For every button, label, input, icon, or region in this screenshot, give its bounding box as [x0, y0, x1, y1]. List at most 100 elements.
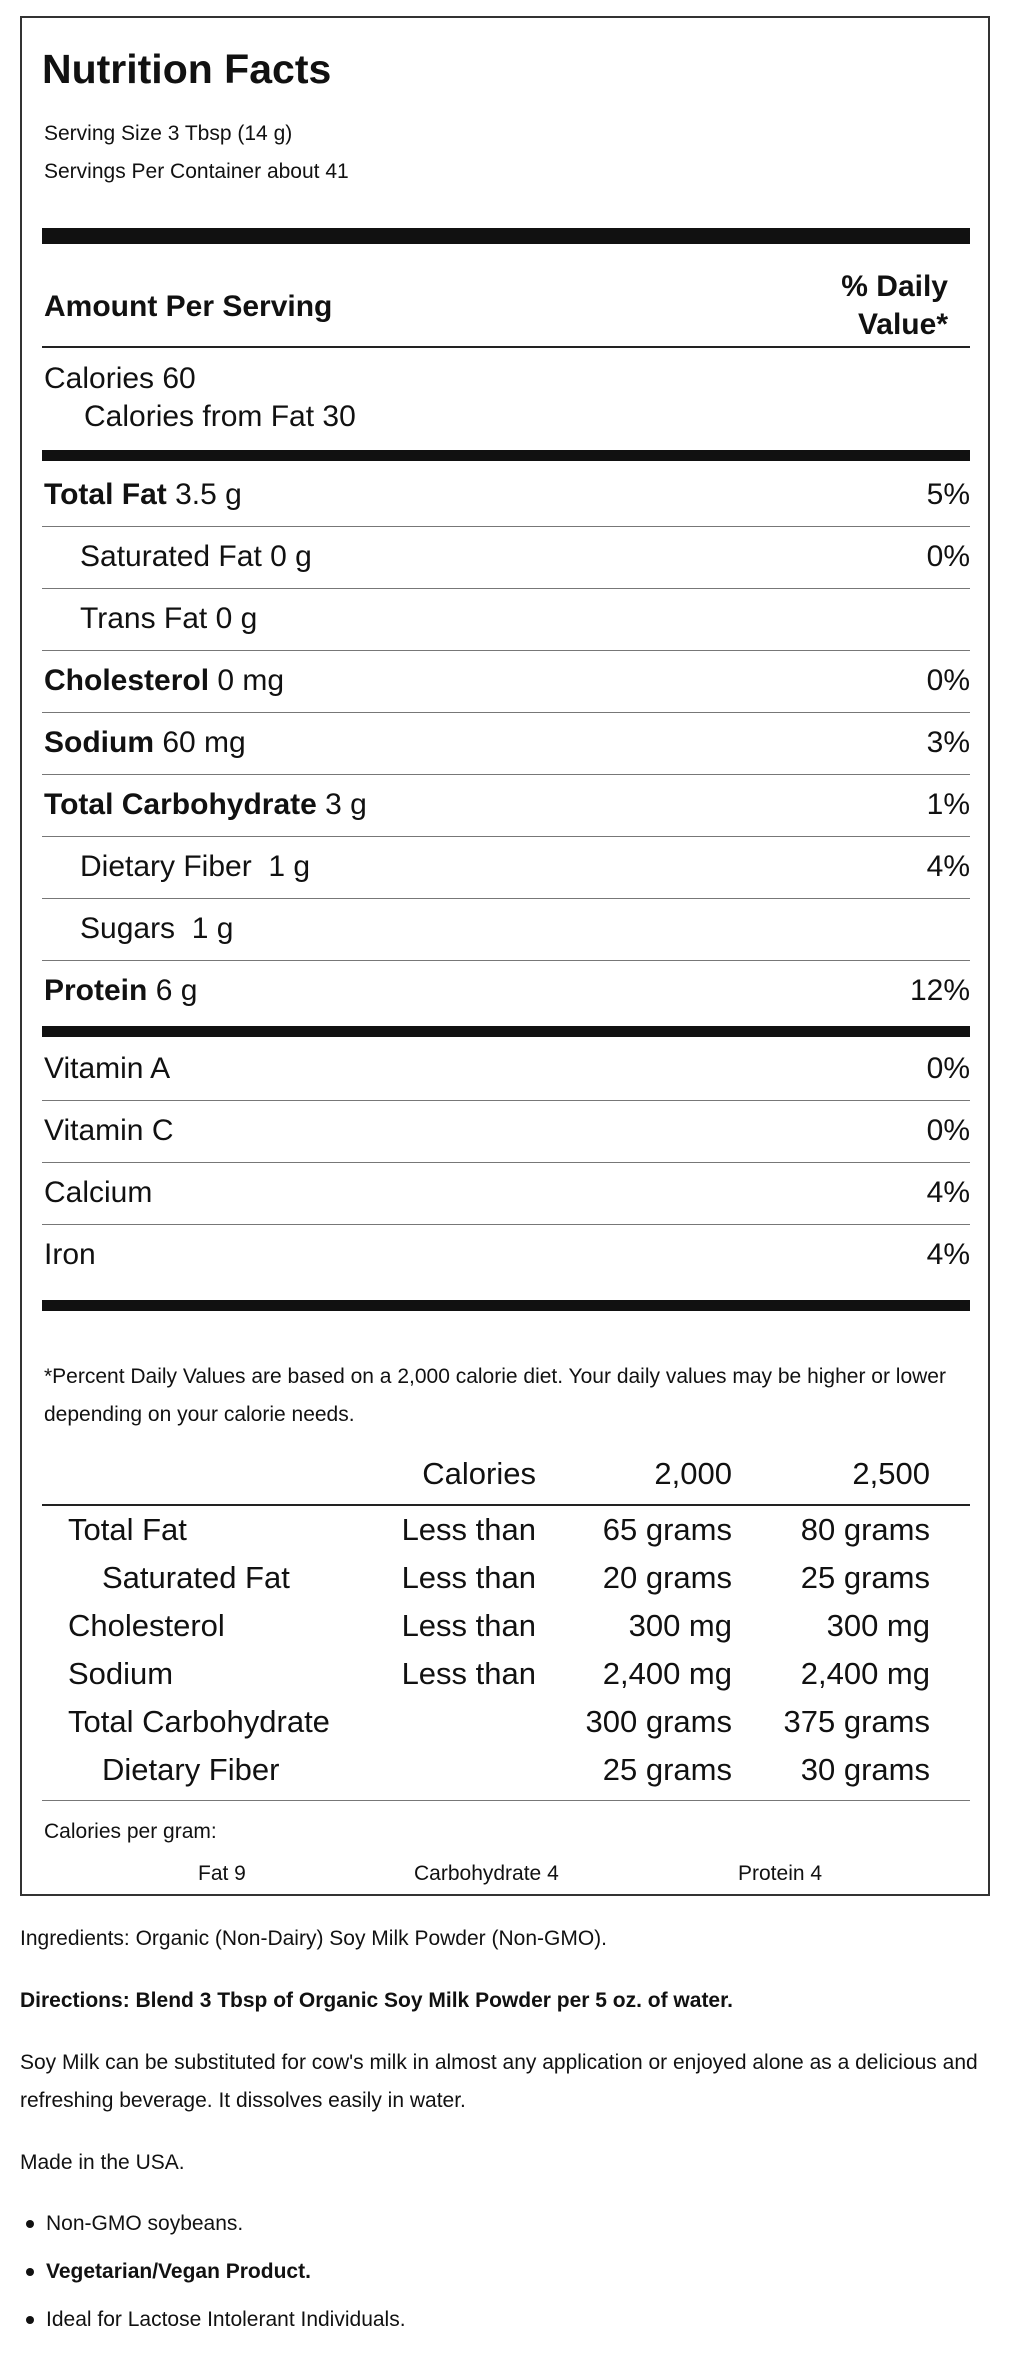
- divider: [42, 346, 970, 348]
- vitamin-row-c: Vitamin C 0%: [42, 1102, 970, 1162]
- table-cell: Cholesterol: [68, 1608, 225, 1643]
- thick-divider: [42, 228, 970, 244]
- nutrient-name: Total Carbohydrate: [44, 788, 317, 821]
- nutrient-pct: 1%: [926, 788, 970, 821]
- nutrient-name: Sodium: [44, 726, 154, 759]
- divider: [42, 1162, 970, 1163]
- table-cell: Total Fat: [68, 1512, 187, 1547]
- nutrient-row-trans-fat: Trans Fat 0 g: [42, 590, 970, 650]
- table-cell: Less than: [401, 1656, 536, 1691]
- nutrient-pct: 3%: [926, 726, 970, 759]
- nutrient-amount: 6 g: [155, 974, 198, 1007]
- divider: [42, 1100, 970, 1101]
- nutrient-amount: 3.5 g: [175, 478, 242, 511]
- directions-text: Directions: Blend 3 Tbsp of Organic Soy …: [20, 1989, 733, 2012]
- nutrient-amount: 3 g: [325, 788, 367, 821]
- nutrient-name: Saturated Fat 0 g: [80, 540, 312, 573]
- vitamin-pct: 0%: [926, 1114, 970, 1147]
- origin-text: Made in the USA.: [20, 2151, 185, 2174]
- divider: [42, 526, 970, 527]
- divider: [42, 774, 970, 775]
- calories: Calories 60: [44, 362, 196, 395]
- amount-per-serving: Amount Per Serving: [44, 290, 333, 323]
- table-cell: 80 grams: [800, 1512, 930, 1547]
- nutrient-name: Trans Fat 0 g: [80, 602, 258, 635]
- cpg-protein: Protein 4: [738, 1862, 823, 1885]
- nutrient-pct: 12%: [909, 974, 970, 1007]
- table-cell: Saturated Fat: [102, 1560, 290, 1595]
- daily-value-footnote: *Percent Daily Values are based on a 2,0…: [44, 1365, 946, 1426]
- divider: [42, 712, 970, 713]
- table-cell: 30 grams: [800, 1752, 930, 1787]
- table-cell: 25 grams: [800, 1560, 930, 1595]
- vitamin-name: Vitamin C: [44, 1114, 174, 1147]
- nutrient-name: Sugars: [80, 912, 176, 945]
- nutrient-name: Protein: [44, 974, 148, 1007]
- divider: [42, 588, 970, 589]
- about-text: Soy Milk can be substituted for cow's mi…: [20, 2051, 978, 2112]
- divider: [42, 650, 970, 651]
- daily-value-heading-line2: Value*: [857, 308, 948, 341]
- serving-size: Serving Size 3 Tbsp (14 g): [44, 122, 293, 145]
- ingredients-text: Ingredients: Organic (Non-Dairy) Soy Mil…: [20, 1927, 607, 1950]
- table-header-cell: 2,500: [852, 1456, 930, 1491]
- medium-divider: [42, 1300, 970, 1311]
- nutrient-amount: 0 mg: [217, 664, 285, 697]
- table-cell: Less than: [401, 1560, 536, 1595]
- divider: [42, 1504, 970, 1506]
- daily-value-heading-line1: % Daily: [841, 270, 948, 303]
- reference-table-row: Saturated Fat Less than 20 grams 25 gram…: [44, 1560, 972, 1600]
- nutrient-name: Dietary Fiber: [80, 850, 252, 883]
- vitamin-pct: 4%: [926, 1238, 970, 1271]
- list-item-text: Non-GMO soybeans.: [46, 2212, 244, 2235]
- medium-divider: [42, 450, 970, 461]
- reference-table-row: Total Carbohydrate 300 grams 375 grams: [44, 1704, 972, 1744]
- table-cell: 25 grams: [602, 1752, 732, 1787]
- table-cell: 20 grams: [602, 1560, 732, 1595]
- bullet-icon: [26, 2316, 34, 2324]
- nutrient-pct: 4%: [926, 850, 970, 883]
- vitamin-row-calcium: Calcium 4%: [42, 1164, 970, 1224]
- vitamin-pct: 0%: [926, 1052, 970, 1085]
- nutrient-row-saturated-fat: Saturated Fat 0 g 0%: [42, 528, 970, 588]
- table-cell: Total Carbohydrate: [68, 1704, 330, 1739]
- nutrient-name: Cholesterol: [44, 664, 210, 697]
- table-cell: Sodium: [68, 1656, 174, 1691]
- list-item: Ideal for Lactose Intolerant Individuals…: [20, 2296, 406, 2344]
- vitamin-name: Calcium: [44, 1176, 153, 1209]
- table-cell: 2,400 mg: [602, 1656, 732, 1691]
- vitamin-row-iron: Iron 4%: [42, 1226, 970, 1286]
- vitamin-name: Vitamin A: [44, 1052, 171, 1085]
- nutrient-pct: 5%: [926, 478, 970, 511]
- list-item-text: Vegetarian/Vegan Product.: [46, 2260, 311, 2283]
- calories-from-fat: Calories from Fat 30: [84, 400, 356, 433]
- table-cell: Dietary Fiber: [102, 1752, 280, 1787]
- daily-value-heading: % Daily Value*: [841, 268, 948, 344]
- nutrient-amount: 1 g: [268, 850, 311, 883]
- servings-per-container: Servings Per Container about 41: [44, 160, 349, 183]
- nutrient-name: Total Fat: [44, 478, 167, 511]
- table-cell: 300 mg: [628, 1608, 732, 1643]
- nutrient-pct: 0%: [926, 540, 970, 573]
- bullet-icon: [26, 2220, 34, 2228]
- divider: [42, 1800, 970, 1801]
- table-cell: Less than: [401, 1608, 536, 1643]
- table-cell: 375 grams: [783, 1704, 930, 1739]
- list-item: Vegetarian/Vegan Product.: [20, 2248, 406, 2296]
- nutrient-row-cholesterol: Cholesterol 0 mg 0%: [42, 652, 970, 712]
- divider: [42, 836, 970, 837]
- cpg-fat: Fat 9: [198, 1862, 246, 1885]
- list-item-text: Ideal for Lactose Intolerant Individuals…: [46, 2308, 406, 2331]
- vitamin-row-a: Vitamin A 0%: [42, 1040, 970, 1100]
- divider: [42, 1224, 970, 1225]
- cpg-carbohydrate: Carbohydrate 4: [414, 1862, 559, 1885]
- nutrient-amount: 1 g: [191, 912, 234, 945]
- medium-divider: [42, 1026, 970, 1037]
- divider: [42, 898, 970, 899]
- reference-table-row: Dietary Fiber 25 grams 30 grams: [44, 1752, 972, 1792]
- table-cell: 300 grams: [585, 1704, 732, 1739]
- table-cell: Less than: [401, 1512, 536, 1547]
- vitamin-name: Iron: [44, 1238, 96, 1271]
- calories-per-gram-label: Calories per gram:: [44, 1820, 217, 1843]
- nutrient-row-total-carbohydrate: Total Carbohydrate 3 g 1%: [42, 776, 970, 836]
